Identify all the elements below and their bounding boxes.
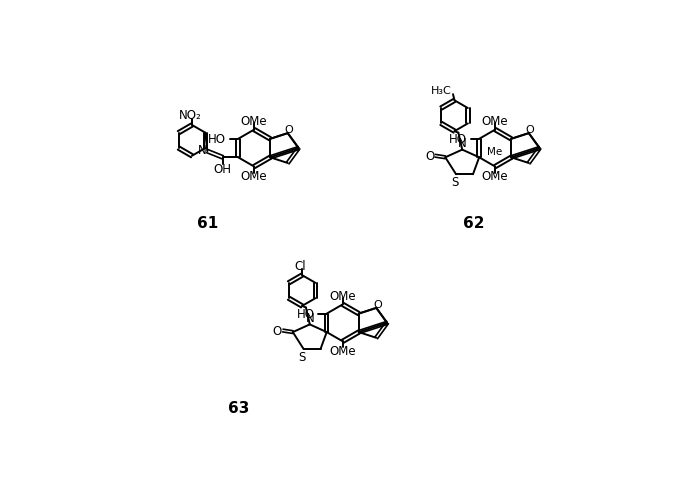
Text: OMe: OMe <box>482 115 509 128</box>
Text: S: S <box>451 176 458 189</box>
Text: OMe: OMe <box>329 289 356 302</box>
Text: HO: HO <box>296 307 314 320</box>
Text: O: O <box>284 125 293 135</box>
Text: H₃C: H₃C <box>431 86 452 96</box>
Text: HO: HO <box>449 133 467 146</box>
Text: N: N <box>305 311 314 324</box>
Text: 61: 61 <box>197 216 219 231</box>
Text: 62: 62 <box>463 216 484 231</box>
Text: OMe: OMe <box>329 344 356 357</box>
Text: OMe: OMe <box>482 170 509 183</box>
Text: OH: OH <box>214 162 231 175</box>
Text: HO: HO <box>208 133 226 146</box>
Text: O: O <box>525 125 534 135</box>
Text: OMe: OMe <box>241 170 268 183</box>
Text: S: S <box>298 350 306 363</box>
Text: Cl: Cl <box>295 259 306 272</box>
Text: N: N <box>458 137 466 150</box>
Text: OMe: OMe <box>241 115 268 128</box>
Text: O: O <box>273 324 282 337</box>
Text: N: N <box>198 144 207 157</box>
Text: O: O <box>373 300 382 310</box>
Text: 63: 63 <box>228 400 250 415</box>
Text: O: O <box>425 150 434 163</box>
Text: NO₂: NO₂ <box>179 109 202 122</box>
Text: Me: Me <box>487 147 502 157</box>
